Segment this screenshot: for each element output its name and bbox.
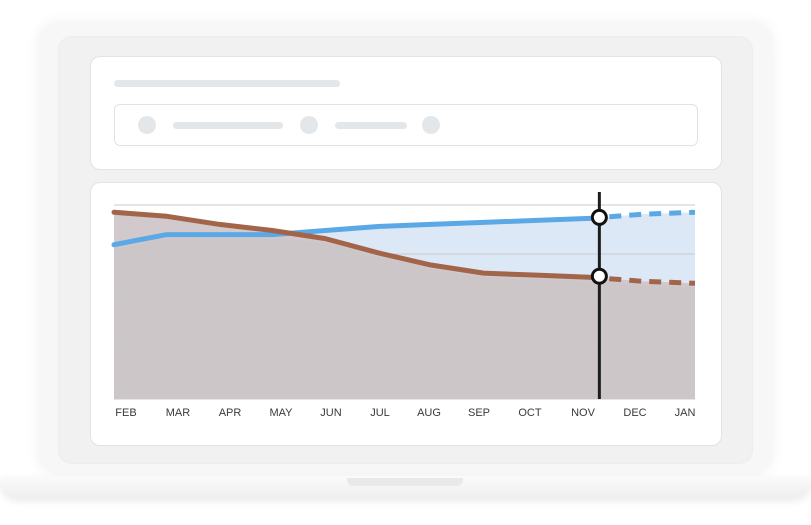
laptop-base xyxy=(0,476,811,498)
x-tick-label: DEC xyxy=(623,407,646,419)
x-tick-label: FEB xyxy=(115,407,136,419)
title-placeholder xyxy=(114,80,340,87)
x-axis-ticks: FEB MAR APR MAY JUN JUL AUG SEP OCT NOV DEC JAN xyxy=(115,407,695,419)
overlap-area xyxy=(114,238,695,399)
x-tick-label: AUG xyxy=(417,407,441,419)
chart-lines xyxy=(111,209,696,286)
x-tick-label: APR xyxy=(219,407,242,419)
filter-dot[interactable] xyxy=(138,116,156,134)
x-tick-label: JUL xyxy=(370,407,390,419)
laptop-notch xyxy=(347,478,463,486)
series-line-projected xyxy=(589,209,696,221)
filter-label-placeholder xyxy=(335,122,407,129)
filter-card xyxy=(90,56,722,170)
chart-areas xyxy=(114,212,695,399)
x-tick-label: SEP xyxy=(468,407,490,419)
filter-bar xyxy=(114,104,698,146)
x-tick-label: OCT xyxy=(518,407,542,419)
series-line-projected xyxy=(589,274,696,286)
x-tick-label: JUN xyxy=(320,407,341,419)
filter-dot[interactable] xyxy=(300,116,318,134)
filter-label-placeholder xyxy=(173,122,283,129)
marker-point xyxy=(590,267,608,285)
x-tick-label: JAN xyxy=(675,407,696,419)
series-line xyxy=(111,215,592,248)
marker-point xyxy=(590,208,608,226)
series-line xyxy=(111,209,592,280)
filter-dot[interactable] xyxy=(422,116,440,134)
x-tick-label: NOV xyxy=(571,407,596,419)
current-month-marker[interactable] xyxy=(590,192,608,399)
x-tick-label: MAY xyxy=(269,407,293,419)
x-tick-label: MAR xyxy=(166,407,191,419)
